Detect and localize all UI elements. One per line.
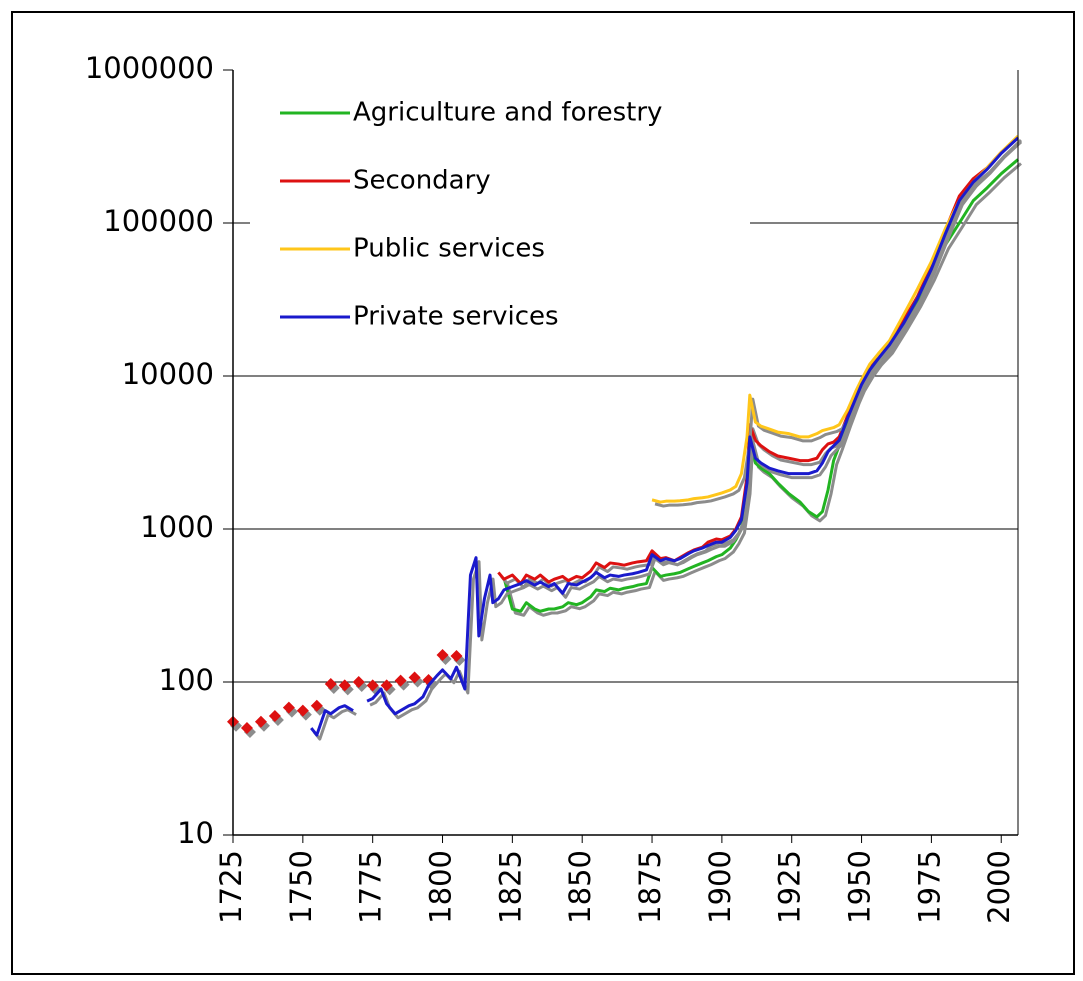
y-tick-label: 100000: [103, 204, 214, 238]
legend-background: [250, 78, 750, 346]
y-tick-label: 1000: [140, 510, 214, 544]
data-point: [366, 679, 379, 692]
data-point: [268, 709, 281, 722]
x-tick-label: 1825: [493, 850, 527, 924]
x-tick-label: 1775: [354, 850, 388, 924]
y-tick-label: 10: [177, 816, 214, 850]
x-tick-label: 1875: [633, 850, 667, 924]
legend-label: Public services: [353, 234, 545, 264]
axes: 10 100 1000 10000 100000 1000000 1725 1750 1775 1…: [85, 51, 1019, 924]
y-tick-label: 1000000: [85, 51, 214, 85]
data-point: [436, 649, 449, 662]
series-line: [310, 136, 1020, 737]
y-tick-label: 10000: [122, 357, 214, 391]
data-point: [240, 722, 253, 735]
series: [651, 134, 1020, 504]
x-tick-label: 1925: [773, 850, 807, 924]
legend-label: Private services: [353, 302, 559, 332]
x-tick-label: 2000: [982, 850, 1016, 924]
data-point: [310, 699, 323, 712]
data-point: [352, 676, 365, 688]
data-point: [282, 701, 295, 714]
x-tick-label: 1900: [703, 850, 737, 924]
data-point: [254, 715, 267, 728]
series: [310, 136, 1020, 737]
x-tick-label: 1800: [424, 850, 458, 924]
data-point: [296, 704, 309, 717]
series: [502, 158, 1019, 613]
data-point: [394, 674, 407, 687]
legend: Agriculture and forestry Secondary Public …: [250, 78, 750, 346]
x-tick-label: 1725: [214, 850, 248, 924]
data-point: [324, 678, 337, 691]
x-tick-label: 1975: [912, 850, 946, 924]
y-tick-label: 100: [159, 663, 214, 697]
series-line: [502, 158, 1019, 613]
data-point: [450, 649, 463, 662]
plot: [227, 134, 1020, 737]
x-tick-label: 1850: [563, 850, 597, 924]
data-point: [338, 679, 351, 692]
x-tick-label: 1750: [284, 850, 318, 924]
series-line: [651, 134, 1020, 504]
x-tick-label: 1950: [843, 850, 877, 924]
data-point: [408, 671, 421, 684]
data-point: [380, 679, 393, 692]
legend-label: Agriculture and forestry: [353, 98, 662, 128]
legend-label: Secondary: [353, 166, 491, 196]
